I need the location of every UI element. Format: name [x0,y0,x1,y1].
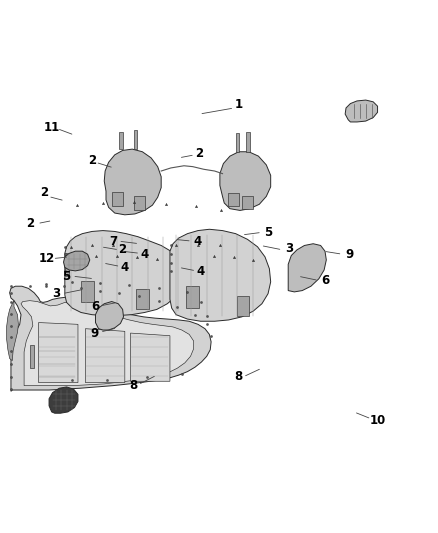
Polygon shape [119,132,123,149]
Polygon shape [39,322,78,383]
Text: 2: 2 [88,154,96,167]
Text: 1: 1 [235,98,243,111]
Text: 9: 9 [90,327,98,340]
Polygon shape [236,133,239,152]
Text: 2: 2 [195,147,203,160]
Text: 6: 6 [321,274,329,287]
Polygon shape [186,286,199,308]
Polygon shape [220,152,271,211]
Polygon shape [237,296,249,316]
Polygon shape [131,333,170,381]
Polygon shape [30,345,34,368]
Polygon shape [246,132,250,152]
Text: 2: 2 [119,244,127,256]
Polygon shape [288,244,326,292]
Text: 9: 9 [346,248,353,261]
Text: 2: 2 [27,217,35,230]
Polygon shape [95,302,124,330]
Text: 3: 3 [285,243,293,255]
Polygon shape [134,196,145,209]
Text: 4: 4 [197,265,205,278]
Text: 8: 8 [130,379,138,392]
Polygon shape [170,229,271,321]
Polygon shape [64,251,90,271]
Text: 4: 4 [121,261,129,274]
Polygon shape [81,280,94,302]
Text: 5: 5 [63,270,71,282]
Polygon shape [345,100,378,122]
Polygon shape [112,192,123,206]
Polygon shape [228,193,239,206]
Polygon shape [49,387,78,413]
Polygon shape [7,301,18,361]
Text: 11: 11 [43,120,60,134]
Text: 12: 12 [39,252,56,265]
Text: 10: 10 [369,414,386,427]
Polygon shape [65,231,184,316]
Text: 4: 4 [141,248,148,261]
Text: 3: 3 [52,287,60,300]
Text: 7: 7 [109,235,117,248]
Polygon shape [10,286,211,391]
Polygon shape [136,289,149,310]
Polygon shape [104,149,161,215]
Text: 2: 2 [40,187,48,199]
Polygon shape [134,130,137,149]
Polygon shape [85,329,125,383]
Polygon shape [65,253,69,276]
Text: 5: 5 [264,226,272,239]
Text: 4: 4 [193,235,201,248]
Polygon shape [242,196,253,209]
Text: 8: 8 [235,370,243,383]
Polygon shape [21,301,194,386]
Text: 6: 6 [92,300,99,313]
